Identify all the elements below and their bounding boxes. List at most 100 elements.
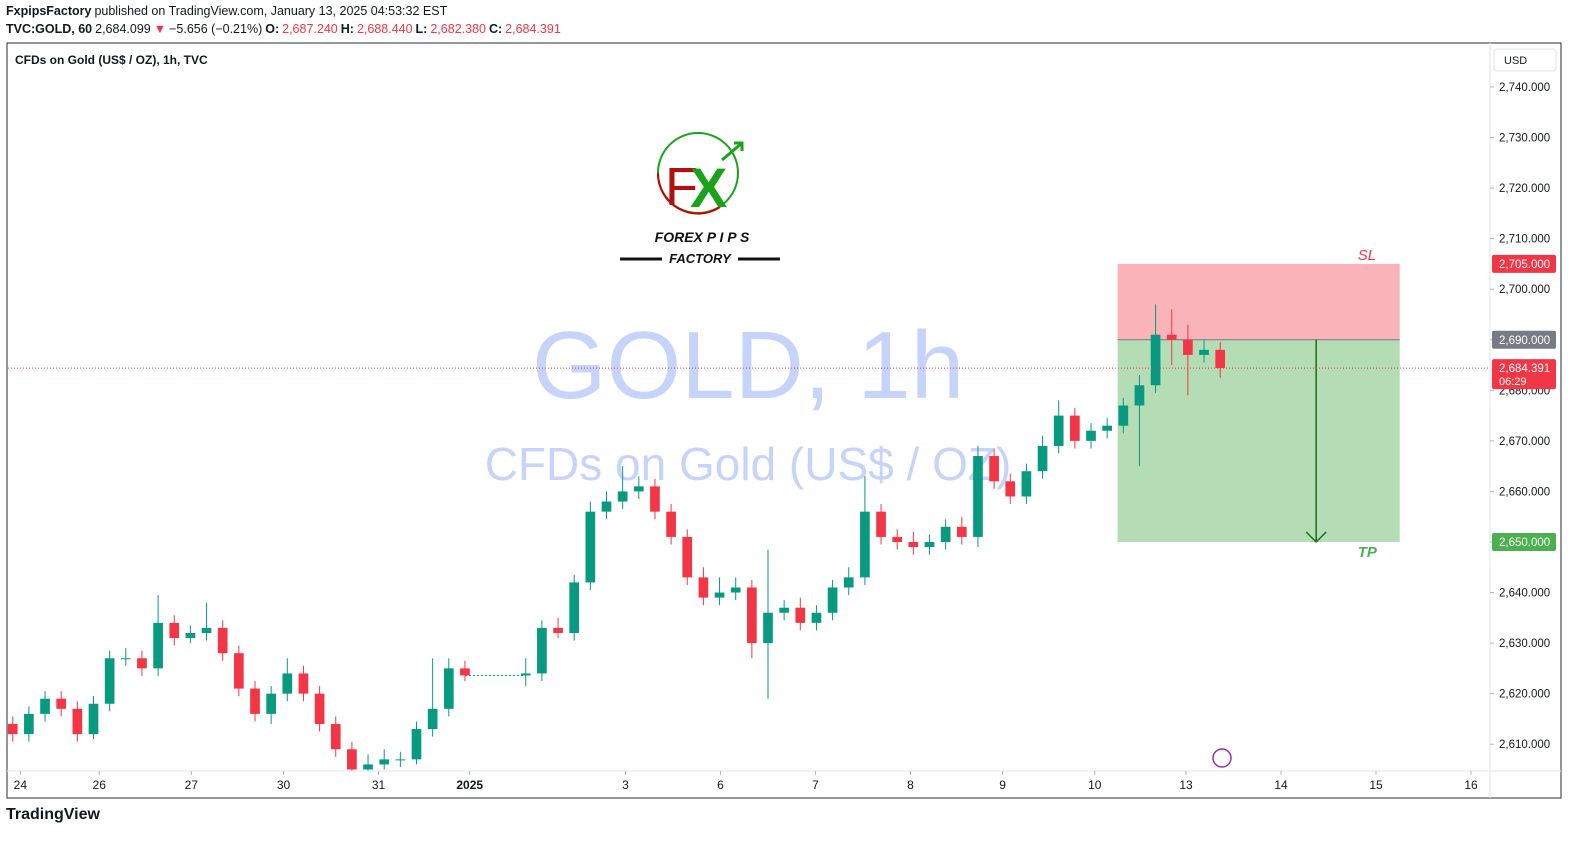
candle-body bbox=[763, 612, 773, 644]
published: published on TradingView.com, January 13… bbox=[94, 4, 448, 18]
x-tick-label: 10 bbox=[1088, 778, 1102, 792]
x-tick-label: 7 bbox=[812, 778, 819, 792]
logo: F X FOREX P I P S FACTORY bbox=[620, 132, 780, 266]
candle-body bbox=[347, 749, 357, 770]
candle-body bbox=[1166, 334, 1177, 340]
candle-body bbox=[330, 723, 341, 750]
x-tick-label: 9 bbox=[999, 778, 1006, 792]
x-tick-label: 30 bbox=[277, 778, 291, 792]
candle-body bbox=[234, 653, 244, 689]
x-tick-label: 6 bbox=[717, 778, 724, 792]
last: 2,684.099 bbox=[95, 22, 151, 36]
x-tick-label: 24 bbox=[14, 778, 28, 792]
footer: TradingView bbox=[6, 806, 100, 823]
x-tick-label: 26 bbox=[93, 778, 107, 792]
header-line-2: TVC:GOLD, 60 2,684.099 ▼ −5.656 (−0.21%) O: 2… bbox=[6, 22, 564, 36]
candle-body bbox=[169, 622, 180, 639]
arrow: ▼ bbox=[153, 22, 167, 36]
candle-body bbox=[1134, 385, 1145, 406]
candle-body bbox=[569, 582, 580, 633]
candle-body bbox=[908, 541, 919, 548]
target-zone bbox=[1117, 339, 1400, 542]
price-tag-label: 2,705.000 bbox=[1499, 259, 1550, 271]
candle-body bbox=[714, 592, 725, 598]
x-tick-label: 16 bbox=[1464, 778, 1478, 792]
candle-body bbox=[601, 501, 612, 512]
watermark: GOLD, 1h bbox=[532, 312, 964, 419]
candle-body bbox=[698, 577, 709, 598]
chart-frame bbox=[6, 42, 1562, 799]
c: 2,684.391 bbox=[505, 22, 561, 36]
x-tick-label: 14 bbox=[1274, 778, 1288, 792]
logo-f: F bbox=[665, 157, 698, 217]
candle-body bbox=[1118, 405, 1129, 426]
candles bbox=[7, 304, 1226, 771]
o: 2,687.240 bbox=[282, 22, 338, 36]
y-tick-label: 2,730.000 bbox=[1499, 133, 1550, 145]
x-tick-label: 8 bbox=[907, 778, 914, 792]
y-tick-label: 2,620.000 bbox=[1499, 689, 1550, 701]
currency-button[interactable] bbox=[1493, 48, 1557, 72]
candle-body bbox=[989, 456, 999, 482]
candle-body bbox=[104, 658, 115, 704]
candle-body bbox=[682, 536, 693, 578]
candle-body bbox=[185, 632, 196, 639]
candle-body bbox=[363, 764, 373, 770]
candle-body bbox=[779, 607, 789, 613]
c-label: C: bbox=[488, 22, 503, 36]
logo-line1: FOREX P I P S bbox=[655, 229, 750, 245]
candle-body bbox=[843, 577, 854, 588]
stop-zone bbox=[1117, 263, 1400, 340]
author: FxpipsFactory bbox=[6, 4, 92, 18]
trade-arrow bbox=[1305, 339, 1327, 544]
candle-body bbox=[24, 713, 34, 735]
candle-body bbox=[460, 668, 470, 676]
candle-body bbox=[940, 526, 951, 542]
h: 2,688.440 bbox=[356, 22, 413, 36]
y-tick-label: 2,740.000 bbox=[1499, 82, 1550, 94]
events-icon[interactable] bbox=[1212, 748, 1232, 768]
price-tag-label: 2,650.000 bbox=[1499, 537, 1550, 549]
logo-ring-red bbox=[656, 172, 721, 215]
y-tick-label: 2,670.000 bbox=[1499, 436, 1550, 448]
candle-body bbox=[860, 511, 870, 578]
candle-body bbox=[795, 607, 806, 623]
candle-body bbox=[411, 729, 422, 760]
candle-body bbox=[72, 708, 83, 735]
symbol: TVC:GOLD, 60 bbox=[6, 22, 93, 36]
candle-body bbox=[537, 627, 547, 674]
logo-line2: FACTORY bbox=[669, 251, 732, 266]
candle-body bbox=[1199, 349, 1209, 355]
candle-body bbox=[379, 759, 390, 765]
logo-arrow bbox=[721, 141, 744, 162]
candle-body bbox=[443, 668, 454, 709]
candle-body bbox=[120, 658, 131, 660]
change: −5.656 (−0.21%) bbox=[169, 22, 263, 36]
candle-body bbox=[1053, 415, 1064, 446]
y-tick-label: 2,640.000 bbox=[1499, 588, 1550, 600]
candle-body bbox=[666, 511, 676, 537]
currency: USD bbox=[1504, 55, 1527, 67]
candle-body bbox=[747, 587, 757, 644]
y-tick-label: 2,710.000 bbox=[1499, 234, 1550, 246]
candle-body bbox=[520, 673, 531, 676]
price-tag bbox=[1492, 330, 1556, 349]
candle-body bbox=[427, 708, 438, 730]
candle-body bbox=[617, 491, 628, 502]
candle-body bbox=[730, 587, 741, 593]
y-tick-label: 2,610.000 bbox=[1499, 739, 1550, 751]
y-tick-label: 2,660.000 bbox=[1499, 486, 1550, 498]
candle-body bbox=[924, 541, 935, 548]
x-tick-label: 2025 bbox=[456, 778, 483, 792]
candle-body bbox=[585, 511, 596, 583]
candle-body bbox=[1070, 415, 1080, 441]
price-tag bbox=[1492, 254, 1556, 273]
candle-body bbox=[56, 698, 67, 709]
chart-title: CFDs on Gold (US$ / OZ), 1h, TVC bbox=[15, 53, 208, 67]
candle-body bbox=[153, 622, 163, 669]
countdown: 06:29 bbox=[1499, 376, 1527, 388]
candle-body bbox=[1183, 339, 1193, 355]
y-tick-label: 2,720.000 bbox=[1499, 183, 1550, 195]
price-tag bbox=[1492, 532, 1556, 551]
